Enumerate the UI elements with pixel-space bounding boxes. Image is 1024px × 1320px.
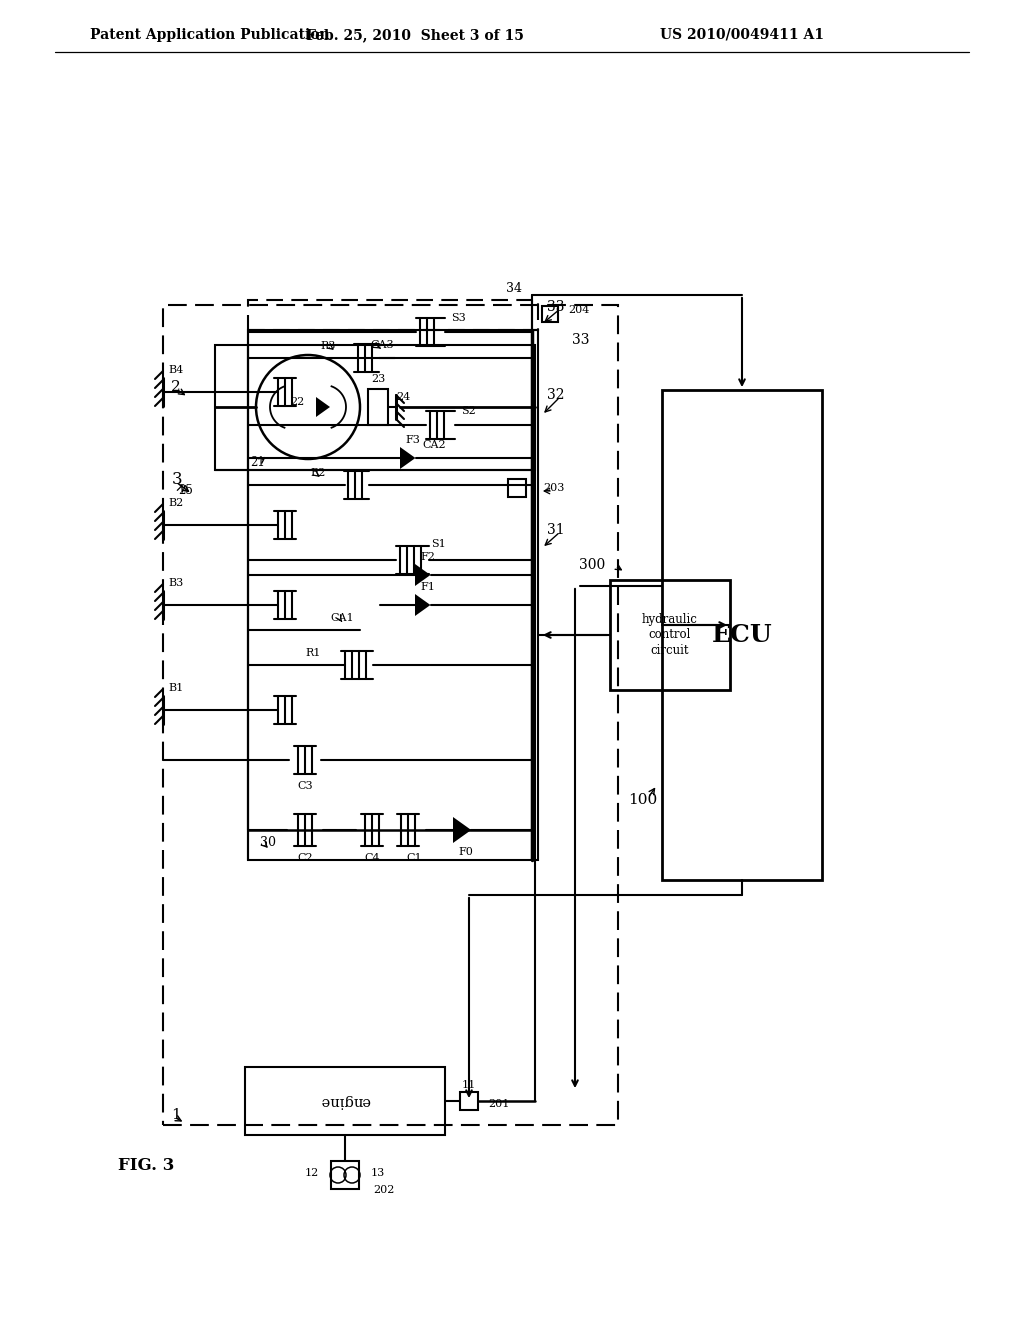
Text: 202: 202 — [373, 1185, 394, 1195]
Text: C2: C2 — [297, 853, 312, 863]
Text: R2: R2 — [310, 469, 326, 478]
Text: engine: engine — [319, 1094, 371, 1107]
Bar — [245, 1067, 445, 1135]
Polygon shape — [415, 594, 430, 616]
Text: hydraulic
control
circuit: hydraulic control circuit — [642, 614, 698, 656]
Text: US 2010/0049411 A1: US 2010/0049411 A1 — [660, 28, 824, 42]
Text: 1: 1 — [171, 1107, 181, 1122]
Polygon shape — [400, 447, 416, 469]
Bar — [610, 579, 730, 690]
Text: 2: 2 — [171, 380, 181, 393]
Text: 22: 22 — [290, 397, 304, 407]
Text: 31: 31 — [547, 523, 564, 537]
Text: C4: C4 — [364, 853, 380, 863]
Text: 3: 3 — [172, 471, 182, 488]
Bar — [331, 1162, 359, 1189]
Bar — [662, 389, 822, 880]
Text: Patent Application Publication: Patent Application Publication — [90, 28, 330, 42]
Polygon shape — [415, 564, 430, 586]
Text: F2: F2 — [420, 552, 435, 562]
Text: B4: B4 — [168, 366, 183, 375]
Bar — [542, 306, 558, 322]
Text: F1: F1 — [420, 582, 435, 591]
Text: 34: 34 — [506, 281, 522, 294]
Text: 203: 203 — [543, 483, 564, 492]
Bar — [368, 389, 388, 425]
Text: 11: 11 — [462, 1080, 476, 1090]
Text: 201: 201 — [488, 1100, 509, 1109]
Bar — [460, 1092, 478, 1110]
Text: 23: 23 — [371, 374, 385, 384]
Text: 13: 13 — [371, 1168, 385, 1177]
Text: 12: 12 — [305, 1168, 319, 1177]
Text: 24: 24 — [396, 392, 411, 403]
Text: R3: R3 — [319, 341, 336, 351]
Text: 25: 25 — [178, 483, 193, 496]
Text: R1: R1 — [305, 648, 321, 657]
Text: 32: 32 — [547, 388, 564, 403]
Polygon shape — [453, 817, 471, 843]
Text: CA1: CA1 — [330, 612, 353, 623]
Text: CA2: CA2 — [422, 440, 445, 450]
Text: S2: S2 — [461, 407, 476, 416]
Text: C1: C1 — [406, 853, 422, 863]
Text: F3: F3 — [406, 436, 420, 445]
Text: 204: 204 — [568, 305, 590, 315]
Bar — [163, 305, 618, 1125]
Text: 100: 100 — [628, 793, 657, 807]
Text: 33: 33 — [572, 333, 590, 347]
Bar — [248, 330, 538, 861]
Text: B1: B1 — [168, 682, 183, 693]
Bar — [215, 345, 535, 470]
Text: 30: 30 — [260, 837, 276, 850]
Text: C3: C3 — [297, 781, 312, 791]
Text: 21: 21 — [251, 455, 265, 469]
Text: Feb. 25, 2010  Sheet 3 of 15: Feb. 25, 2010 Sheet 3 of 15 — [306, 28, 524, 42]
Text: 33: 33 — [547, 300, 564, 314]
Text: 300: 300 — [579, 558, 605, 572]
Text: B3: B3 — [168, 578, 183, 587]
Text: F0: F0 — [458, 847, 473, 857]
Text: ECU: ECU — [712, 623, 772, 647]
Bar — [508, 479, 526, 498]
Text: S1: S1 — [431, 539, 445, 549]
Text: S3: S3 — [451, 313, 466, 323]
Text: CA3: CA3 — [370, 341, 393, 350]
Bar — [248, 300, 538, 330]
Text: B2: B2 — [168, 498, 183, 508]
Polygon shape — [316, 397, 330, 417]
Text: FIG. 3: FIG. 3 — [118, 1156, 174, 1173]
